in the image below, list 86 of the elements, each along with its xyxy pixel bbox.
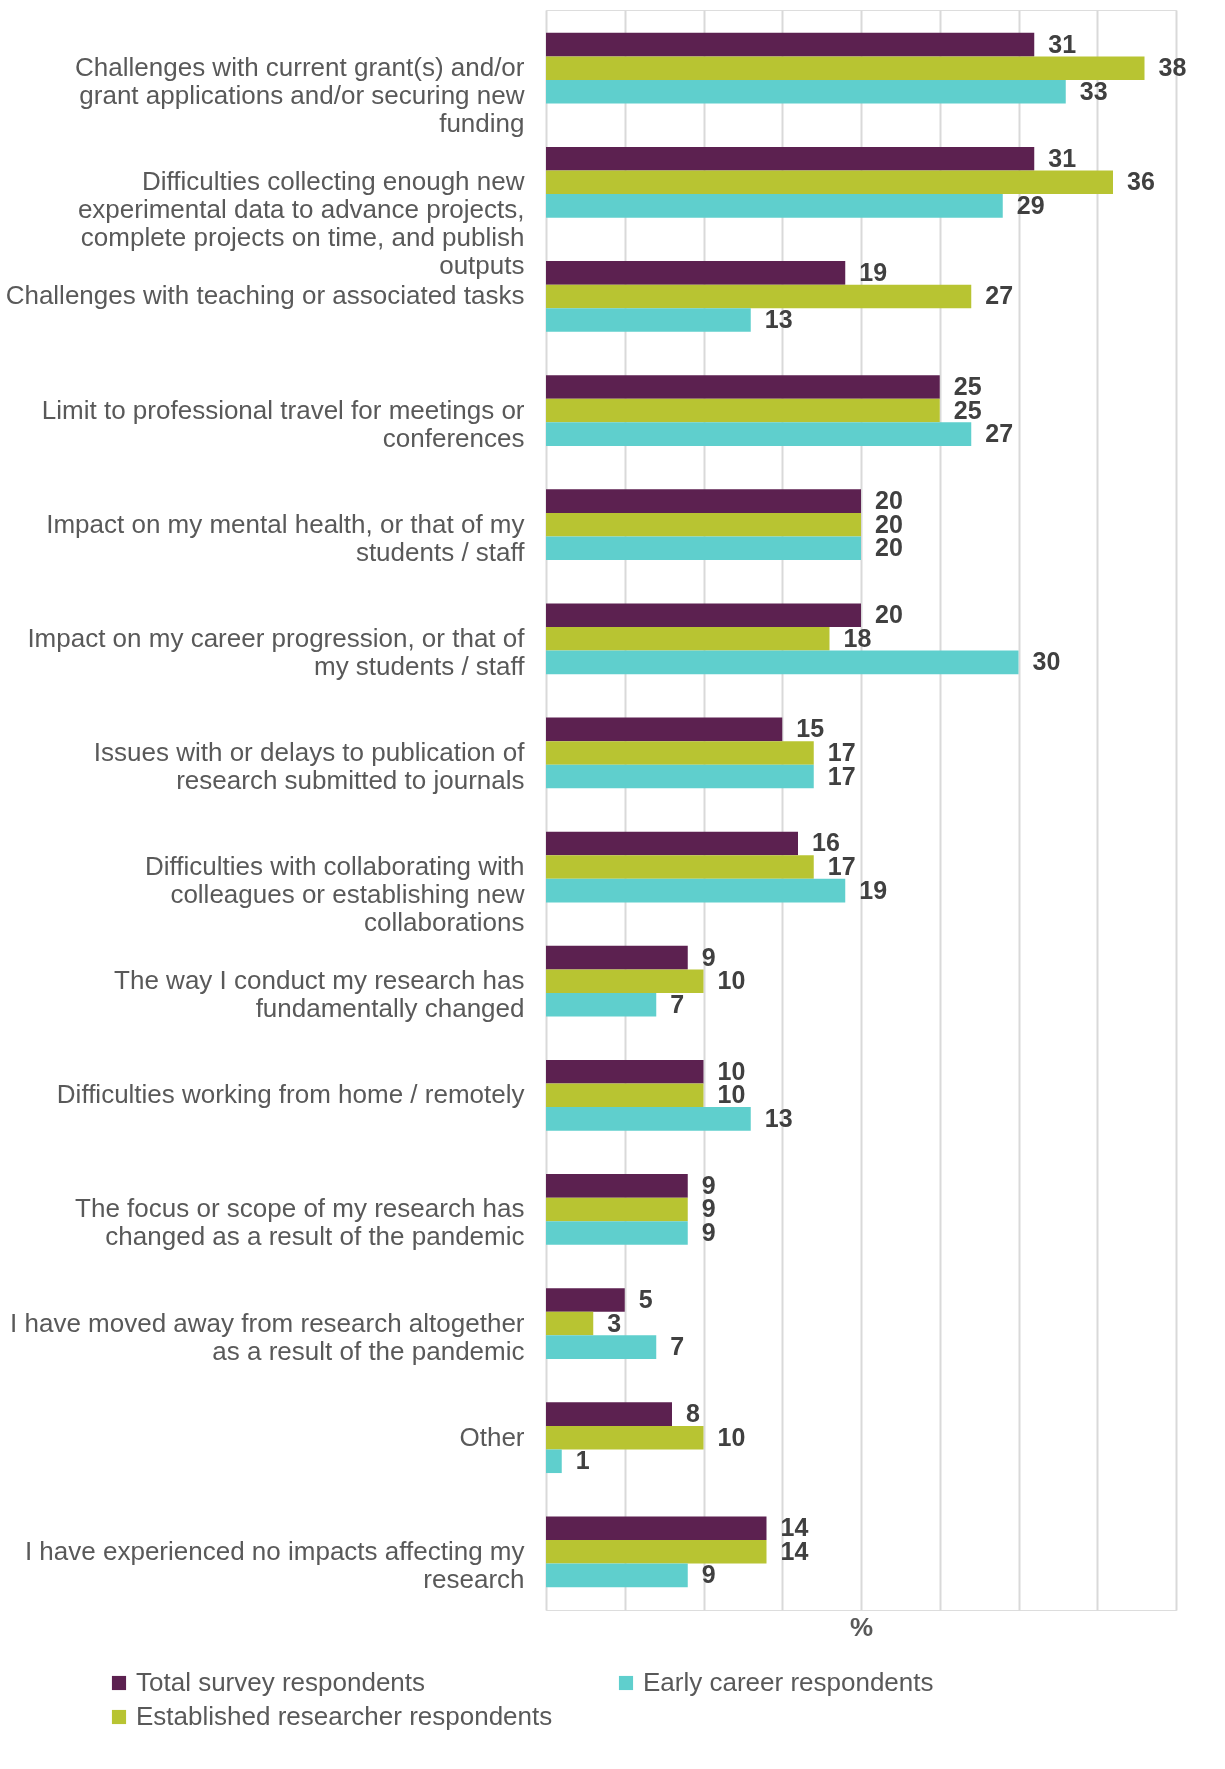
y-tick-label: The focus or scope of my research has changed as a result of the pandemic [75,1193,525,1252]
bar [546,1311,594,1336]
bar [546,717,783,742]
y-tick-label: Challenges with current grant(s) and/or grant applications and/or securing new funding [75,52,525,139]
y-tick-label: Difficulties working from home / remotely [56,1079,525,1110]
bar [546,146,1035,171]
y-tick-label: Impact on my mental health, or that of my students / staff [46,508,526,567]
y-tick-label: I have experienced no impacts affecting my research [24,1535,525,1594]
data-label: 7 [670,1332,685,1361]
bar [546,741,814,765]
data-label: 3 [607,1308,622,1337]
data-label: 33 [1079,76,1108,105]
data-label: 31 [1048,29,1077,58]
data-label: 19 [859,257,888,286]
data-label: 15 [796,714,825,743]
data-label: 36 [1127,167,1155,196]
bar [546,56,1145,80]
bar [546,1335,657,1359]
y-tick-label: Limit to professional travel for meetings or conferences [41,394,525,453]
bar [546,536,861,561]
bar [546,32,1035,57]
bar [546,1563,688,1588]
bar [546,1107,751,1131]
bar [546,1540,767,1564]
bar [546,1221,688,1245]
data-label: 31 [1048,143,1077,172]
data-label: 20 [875,600,903,629]
y-tick-label: Impact on my career progression, or that of my students / staff [27,622,526,681]
legend-label: Established researcher respondents [136,1701,553,1731]
bar [546,764,814,789]
bar [546,650,1019,675]
bar [546,1516,767,1540]
bar [546,1449,562,1474]
bar [546,398,940,423]
bar [546,170,1113,195]
bar [546,627,830,651]
bar [546,878,846,903]
bar [546,80,1066,104]
data-label: 8 [686,1399,700,1428]
bar [546,489,861,513]
bar [546,1288,625,1312]
legend-label: Early career respondents [643,1667,934,1697]
data-label: 27 [985,419,1014,448]
data-label: 27 [985,281,1014,310]
y-tick-label: I have moved away from research altogether as a result of the pandemic [10,1307,525,1366]
bar [546,992,657,1017]
bar [546,831,798,856]
data-label: 13 [764,305,793,334]
bar [546,1197,688,1222]
data-label: 19 [859,875,888,904]
x-axis-title: % [849,1611,874,1642]
bar [546,512,861,537]
legend-label: Total survey respondents [136,1667,426,1697]
bar [546,1174,688,1198]
bar [546,1059,704,1084]
y-tick-label: Difficulties collecting enough new experimental data to advance projects, complete projects on time, and publish outputs [77,166,525,281]
y-tick-label: Challenges with teaching or associated tasks [5,280,525,311]
data-label: 9 [701,1560,716,1589]
data-label: 29 [1016,190,1045,219]
data-label: 18 [843,623,872,652]
bar [546,284,972,309]
bar [546,261,846,285]
y-tick-label: Other [459,1421,525,1452]
bar [546,855,814,879]
data-label: 13 [764,1103,793,1132]
bar [546,1402,672,1426]
y-tick-label: The way I conduct my research has fundamentally changed [114,965,525,1024]
data-label: 10 [717,1422,746,1451]
bar [546,1083,704,1108]
bar [546,308,751,332]
y-tick-label: Issues with or delays to publication of research submitted to journals [93,736,526,795]
bar [546,375,940,399]
bar [546,1425,704,1450]
data-label: 30 [1032,647,1061,676]
data-label: 10 [717,966,746,995]
y-tick-label: Difficulties with collaborating with colleagues or establishing new collaborations [144,851,525,938]
bar [546,603,861,628]
data-label: 38 [1158,53,1187,82]
data-label: 9 [701,942,716,971]
bar [546,194,1003,218]
data-label: 1 [575,1446,590,1475]
bar [546,945,688,970]
bar [546,422,972,446]
data-label: 7 [670,989,685,1018]
data-label: 5 [638,1284,653,1313]
bar [546,969,704,993]
